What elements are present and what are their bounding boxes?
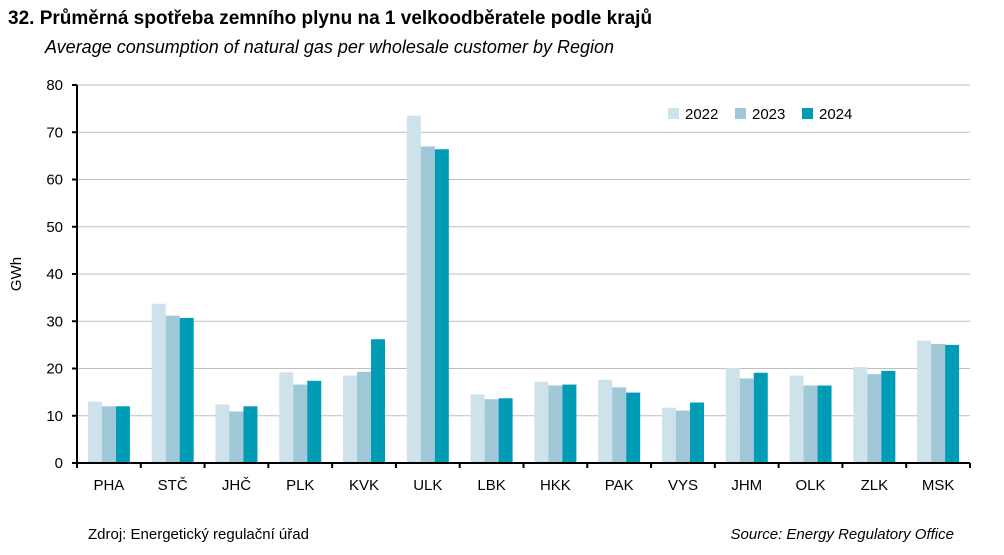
bar-2022-ZLK — [853, 367, 868, 463]
bar-2022-VYS — [661, 407, 676, 463]
x-tick-label: OLK — [796, 477, 826, 494]
bar-2022-JHČ — [215, 404, 230, 463]
chart-title: 32. Průměrná spotřeba zemního plynu na 1… — [8, 8, 653, 29]
bar-2023-KVK — [357, 371, 372, 463]
y-tick-label: 80 — [46, 77, 63, 94]
bar-2022-PLK — [279, 372, 294, 463]
y-tick-label: 0 — [55, 455, 63, 472]
bar-2023-PHA — [101, 406, 116, 463]
x-tick-label: MSK — [922, 477, 955, 494]
bar-2023-VYS — [675, 410, 690, 463]
legend-label: 2022 — [685, 106, 718, 123]
x-tick-label: STČ — [158, 477, 188, 494]
legend-swatch-2022 — [668, 108, 679, 119]
bar-2022-HKK — [534, 381, 549, 463]
bar-2024-PLK — [307, 380, 322, 463]
bar-2024-ULK — [434, 149, 449, 463]
bar-2022-MSK — [917, 340, 932, 463]
bar-2022-OLK — [789, 375, 804, 463]
x-tick-label: PAK — [605, 477, 634, 494]
bar-2023-PLK — [293, 384, 308, 463]
y-tick-label: 10 — [46, 408, 63, 425]
legend-swatch-2023 — [735, 108, 746, 119]
legend-label: 2024 — [819, 106, 852, 123]
x-tick-label: LBK — [477, 477, 505, 494]
y-tick-label: 60 — [46, 172, 63, 189]
bar-2023-JHČ — [229, 411, 244, 463]
y-tick-label: 40 — [46, 266, 63, 283]
x-tick-label: PHA — [93, 477, 124, 494]
bar-2024-VYS — [689, 402, 704, 463]
bar-2024-PAK — [626, 392, 641, 463]
bar-2024-OLK — [817, 385, 832, 463]
bar-2023-LBK — [484, 399, 499, 463]
source-english: Source: Energy Regulatory Office — [730, 526, 954, 543]
y-axis-label: GWh — [8, 257, 25, 291]
chart-subtitle: Average consumption of natural gas per w… — [45, 37, 614, 57]
y-tick-label: 20 — [46, 361, 63, 378]
legend-swatch-2024 — [802, 108, 813, 119]
x-tick-label: JHČ — [222, 477, 251, 494]
x-tick-label: ULK — [413, 477, 442, 494]
bar-2023-MSK — [931, 343, 946, 463]
bar-2024-PHA — [115, 406, 130, 463]
bar-2024-STČ — [179, 317, 194, 463]
bar-2022-JHM — [725, 368, 740, 463]
x-tick-label: PLK — [286, 477, 314, 494]
bar-2024-KVK — [371, 339, 386, 463]
bar-2022-ULK — [406, 115, 421, 464]
bar-2022-STČ — [151, 303, 166, 463]
bar-2023-PAK — [612, 387, 627, 463]
bar-2023-ZLK — [867, 374, 882, 463]
y-tick-label: 70 — [46, 124, 63, 141]
bar-2024-JHM — [753, 372, 768, 463]
bar-2022-PHA — [87, 401, 102, 463]
x-tick-label: KVK — [349, 477, 379, 494]
bar-2022-KVK — [343, 375, 358, 463]
bar-2023-ULK — [420, 146, 435, 464]
x-tick-label: HKK — [540, 477, 571, 494]
x-tick-label: ZLK — [861, 477, 889, 494]
bar-2022-PAK — [598, 379, 613, 463]
bar-2023-STČ — [165, 315, 180, 463]
bar-2024-MSK — [945, 344, 960, 463]
bar-2023-OLK — [803, 385, 818, 463]
x-tick-label: JHM — [731, 477, 762, 494]
y-tick-label: 30 — [46, 313, 63, 330]
bar-2024-LBK — [498, 398, 513, 463]
bar-2023-HKK — [548, 385, 563, 463]
x-tick-label: VYS — [668, 477, 698, 494]
bar-2022-LBK — [470, 394, 485, 463]
bar-2024-JHČ — [243, 406, 258, 463]
legend-label: 2023 — [752, 106, 785, 123]
y-tick-label: 50 — [46, 219, 63, 236]
bar-2024-ZLK — [881, 370, 896, 463]
bar-2024-HKK — [562, 384, 577, 463]
source-czech: Zdroj: Energetický regulační úřad — [88, 526, 309, 543]
bar-2023-JHM — [739, 378, 754, 463]
